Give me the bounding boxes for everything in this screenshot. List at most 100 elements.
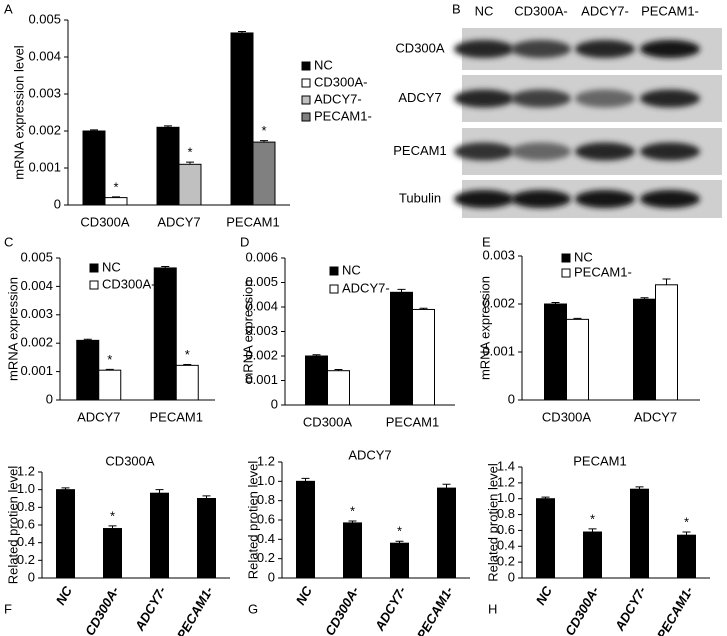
panel-label: C — [4, 234, 13, 249]
y-tick-label: 0.003 — [28, 85, 61, 100]
error-bar — [397, 288, 406, 293]
y-tick-label: 0.4 — [497, 538, 515, 553]
bar — [633, 298, 656, 401]
y-tick-label: 0 — [508, 569, 515, 584]
error-bar — [83, 338, 92, 341]
blot-band — [511, 142, 571, 161]
y-axis-label: mRNA expression — [5, 277, 20, 381]
chart-title: ADCY7 — [348, 447, 391, 462]
bar — [412, 308, 435, 406]
bar — [178, 163, 202, 206]
column-label: ADCY7- — [581, 3, 629, 18]
y-tick-label: 0.004 — [20, 278, 53, 293]
bar — [104, 197, 128, 206]
legend-label: NC — [314, 57, 333, 72]
bar — [82, 130, 106, 206]
column-label: CD300A- — [514, 3, 567, 18]
panel-label: B — [452, 1, 461, 16]
y-tick-label: 0.005 — [28, 11, 61, 26]
bar — [655, 284, 678, 401]
x-tick-label: PECAM1- — [174, 584, 216, 636]
error-bar — [108, 525, 117, 529]
legend-swatch — [301, 112, 311, 122]
x-tick-label: CD300A — [542, 409, 591, 424]
x-tick-label: NC — [293, 583, 316, 607]
legend-label: NC — [342, 262, 361, 277]
panel-label: H — [488, 601, 497, 616]
x-tick-label: ADCY7 — [157, 214, 200, 229]
error-bar — [183, 364, 192, 366]
error-bar — [662, 278, 671, 285]
y-axis-label: Related protien level — [485, 463, 500, 582]
error-bar — [301, 477, 310, 482]
error-bar — [202, 495, 211, 499]
y-tick-label: 1.2 — [17, 463, 35, 478]
y-tick-label: 1.0 — [17, 481, 35, 496]
y-tick-label: 0.001 — [245, 372, 278, 387]
row-label: CD300A — [395, 40, 444, 55]
y-tick-label: 1.0 — [497, 490, 515, 505]
y-tick-label: 0 — [28, 569, 35, 584]
x-tick-label: CD300A- — [82, 584, 122, 636]
y-tick-label: 0.002 — [482, 295, 515, 310]
error-bar — [640, 297, 649, 300]
x-tick-label: ADCY7 — [634, 409, 677, 424]
y-tick-label: 0 — [268, 569, 275, 584]
error-bar — [588, 528, 597, 533]
blot-band — [511, 40, 571, 58]
column-label: PECAM1- — [641, 3, 699, 18]
blot-band — [454, 89, 514, 108]
row-label: Tubulin — [399, 190, 441, 205]
blot-band — [454, 190, 514, 208]
error-bar — [395, 540, 404, 544]
panel-label: D — [240, 234, 249, 249]
significance-marker: * — [261, 123, 266, 138]
significance-marker: * — [110, 508, 115, 523]
y-tick-label: 0.2 — [17, 552, 35, 567]
error-bar — [90, 129, 98, 131]
error-bar — [635, 486, 644, 490]
panel-label: G — [248, 601, 258, 616]
x-tick-label: CD300A- — [562, 584, 602, 636]
x-tick-label: NC — [53, 583, 76, 607]
bar — [630, 488, 649, 579]
y-tick-label: 0.003 — [482, 247, 515, 262]
blot-band — [454, 40, 514, 58]
y-axis-label: mRNA expression — [477, 276, 492, 380]
significance-marker: * — [397, 524, 402, 539]
y-tick-label: 0.2 — [497, 554, 515, 569]
error-bar — [419, 307, 428, 310]
significance-marker: * — [187, 145, 192, 160]
chart-title: CD300A — [105, 453, 154, 468]
legend-label: ADCY7- — [314, 91, 362, 106]
legend-swatch — [301, 95, 311, 105]
blot-band — [575, 40, 635, 58]
column-label: NC — [475, 3, 494, 18]
x-tick-label: PECAM1 — [150, 409, 203, 424]
y-tick-label: 0.8 — [497, 506, 515, 521]
y-tick-label: 0.001 — [20, 363, 53, 378]
blot-band — [511, 190, 571, 208]
y-tick-label: 0.6 — [497, 522, 515, 537]
y-tick-label: 0.005 — [20, 249, 53, 264]
blot-band — [575, 190, 635, 208]
x-tick-label: NC — [533, 583, 556, 607]
bar — [566, 318, 589, 401]
y-tick-label: 0.4 — [17, 534, 35, 549]
bar — [544, 303, 567, 401]
legend-swatch — [561, 268, 571, 278]
y-tick-label: 0.001 — [482, 343, 515, 358]
x-tick-label: ADCY7 — [77, 409, 120, 424]
y-axis-label: mRNA expression — [240, 279, 255, 383]
x-tick-label: CD300A- — [322, 584, 362, 636]
y-tick-label: 0.004 — [28, 48, 61, 63]
error-bar — [161, 266, 170, 268]
panel-label: A — [4, 1, 13, 16]
x-tick-label: ADCY7- — [131, 584, 169, 634]
error-bar — [61, 487, 70, 490]
legend-swatch — [561, 253, 571, 263]
y-tick-label: 0.002 — [20, 335, 53, 350]
error-bar — [551, 302, 560, 304]
bar — [390, 542, 409, 579]
chart-title: PECAM1 — [573, 453, 626, 468]
